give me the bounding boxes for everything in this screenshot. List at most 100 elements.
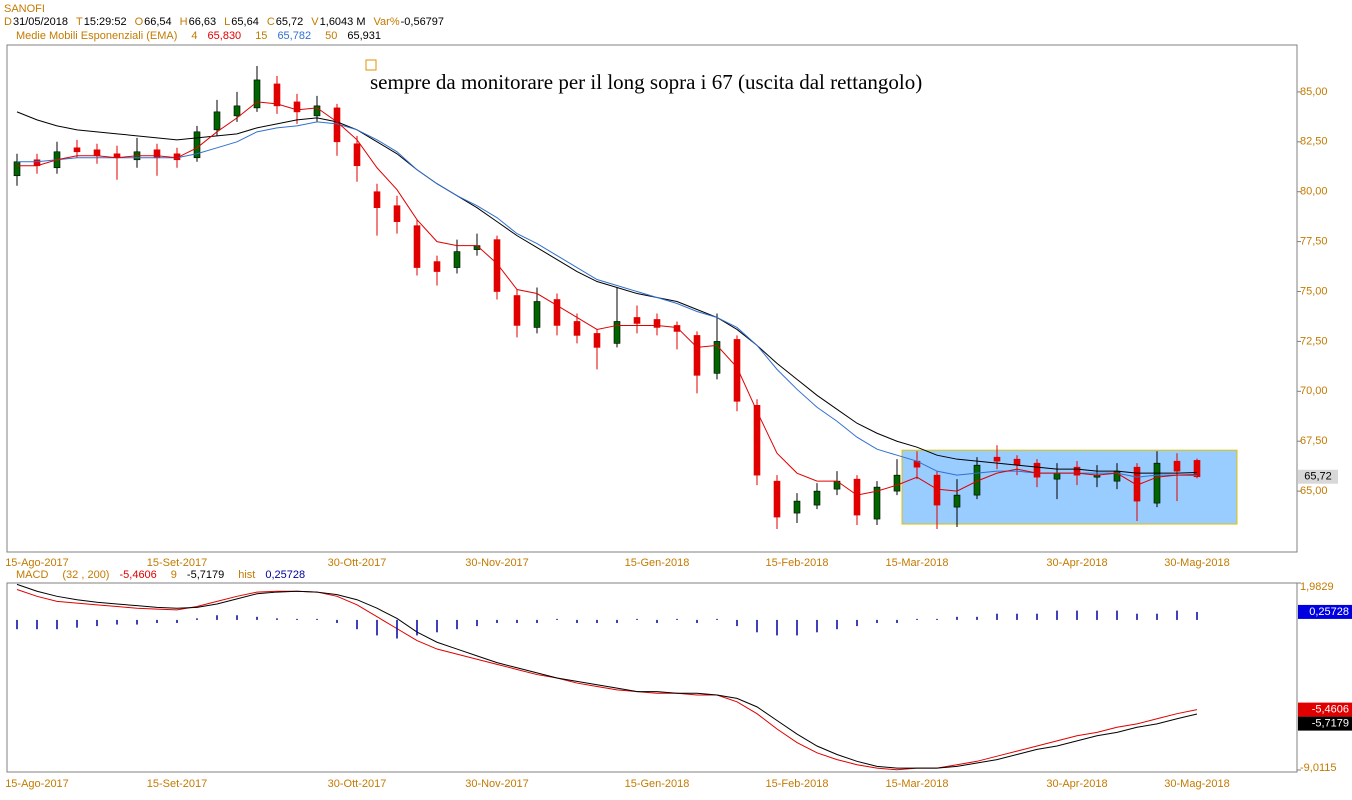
candle-body — [433, 261, 441, 272]
candle-body — [573, 321, 581, 336]
candle-body — [273, 83, 281, 107]
price-rectangle — [901, 449, 1238, 525]
candle-body — [73, 147, 81, 153]
candle-body — [93, 149, 101, 157]
quote-field-value: 31/05/2018 — [13, 16, 68, 28]
quote-field-label: O — [135, 16, 144, 28]
last-value-box — [1298, 716, 1352, 731]
x-tick-label: 30-Nov-2017 — [465, 557, 529, 569]
x-tick-label: 15-Gen-2018 — [625, 557, 690, 569]
ema-line — [17, 101, 1198, 496]
y-tick-label: -9,0115 — [1300, 762, 1337, 774]
quote-field-value: 66,63 — [189, 16, 217, 28]
x-tick-label: 15-Gen-2018 — [625, 778, 690, 790]
candle-body — [413, 225, 421, 268]
candle-body — [673, 325, 681, 332]
candle-body — [1173, 460, 1181, 472]
ema-line — [17, 121, 1198, 478]
candle-body — [873, 486, 881, 520]
candle-body — [353, 143, 361, 167]
y-tick-label: 72,50 — [1300, 335, 1328, 347]
quote-field-value: 15:29:52 — [84, 16, 127, 28]
candle-body — [633, 317, 641, 324]
candle-body — [293, 101, 301, 113]
candle-body — [1073, 466, 1081, 476]
last-value-box — [1298, 604, 1352, 619]
x-tick-label: 15-Feb-2018 — [766, 557, 829, 569]
legend-value: 65,782 — [277, 30, 311, 42]
candle-body — [393, 205, 401, 222]
quote-header: D31/05/2018 T15:29:52 O66,54 H66,63 L65,64 C6… — [4, 16, 444, 28]
symbol-title: SANOFI — [4, 3, 45, 15]
ema-line — [16, 111, 1198, 474]
quote-field-value: 1,6043 M — [320, 16, 366, 28]
macd-legend-value: 0,25728 — [265, 569, 305, 581]
last-value-label: 0,25728 — [1309, 606, 1349, 618]
quote-field-label: D — [4, 16, 12, 28]
last-price-label: 65,72 — [1304, 471, 1332, 483]
candle-body — [593, 333, 601, 348]
macd-panel — [6, 582, 1298, 773]
x-tick-label: 15-Mar-2018 — [886, 778, 949, 790]
legend-title: Medie Mobili Esponenziali (EMA) — [16, 30, 177, 42]
legend-value: 65,931 — [347, 30, 381, 42]
quote-field-value: -0,56797 — [401, 16, 444, 28]
last-value-box — [1298, 702, 1352, 717]
legend-value: 65,830 — [208, 30, 242, 42]
y-tick-label: 80,00 — [1300, 186, 1328, 198]
last-value-label: -5,7179 — [1312, 718, 1349, 730]
x-tick-label: 30-Ott-2017 — [328, 557, 387, 569]
quote-field-label: V — [311, 16, 319, 28]
candle-body — [373, 191, 381, 208]
macd-legend-name: 9 — [171, 569, 177, 581]
x-tick-label: 15-Feb-2018 — [766, 778, 829, 790]
macd-line — [16, 589, 1198, 771]
x-tick-label: 15-Mar-2018 — [886, 557, 949, 569]
candle-body — [813, 490, 821, 506]
x-tick-label: 30-Nov-2017 — [465, 778, 529, 790]
candle-body — [1033, 462, 1041, 478]
legend-name: 4 — [191, 30, 197, 42]
quote-field-value: 65,72 — [276, 16, 304, 28]
macd-header: MACD (32 , 200) -5,4606 9 -5,7179 hist 0,25728 — [16, 569, 305, 581]
candle-body — [1053, 472, 1061, 480]
macd-line — [16, 583, 1198, 769]
last-price-box — [1298, 469, 1338, 484]
y-tick-label: 85,00 — [1300, 86, 1328, 98]
candle-body — [893, 474, 901, 492]
quote-field-value: 66,54 — [144, 16, 172, 28]
x-tick-label: 15-Set-2017 — [147, 778, 208, 790]
macd-legend-name: hist — [238, 569, 255, 581]
legend-name: 15 — [255, 30, 267, 42]
candle-body — [213, 111, 221, 131]
annotation-handle — [365, 59, 377, 71]
candle-body — [253, 79, 261, 109]
candle-body — [753, 404, 761, 476]
quote-field-value: 65,64 — [231, 16, 259, 28]
candle-body — [153, 149, 161, 159]
candle-body — [853, 478, 861, 516]
y-tick-label: 82,50 — [1300, 136, 1328, 148]
candle-body — [13, 161, 21, 177]
candle-body — [313, 105, 321, 117]
macd-title: MACD — [16, 569, 48, 581]
annotation: sempre da monitorare per il long sopra i… — [370, 70, 922, 94]
candle-body — [793, 500, 801, 514]
y-tick-label: 75,00 — [1300, 285, 1328, 297]
x-tick-label: 30-Apr-2018 — [1046, 557, 1107, 569]
candle-body — [1153, 462, 1161, 504]
candle-body — [613, 321, 621, 344]
legend: Medie Mobili Esponenziali (EMA) 4 65,830 15… — [16, 30, 381, 42]
candle-body — [693, 335, 701, 376]
candle-body — [513, 295, 521, 326]
candle-body — [553, 299, 561, 326]
candle-body — [933, 474, 941, 506]
candle-body — [453, 251, 461, 268]
y-tick-label: 70,00 — [1300, 385, 1328, 397]
x-tick-label: 15-Ago-2017 — [5, 557, 69, 569]
x-tick-label: 30-Ott-2017 — [328, 778, 387, 790]
candle-body — [713, 341, 721, 374]
quote-field-label: Var% — [374, 16, 400, 28]
candle-body — [653, 319, 661, 328]
